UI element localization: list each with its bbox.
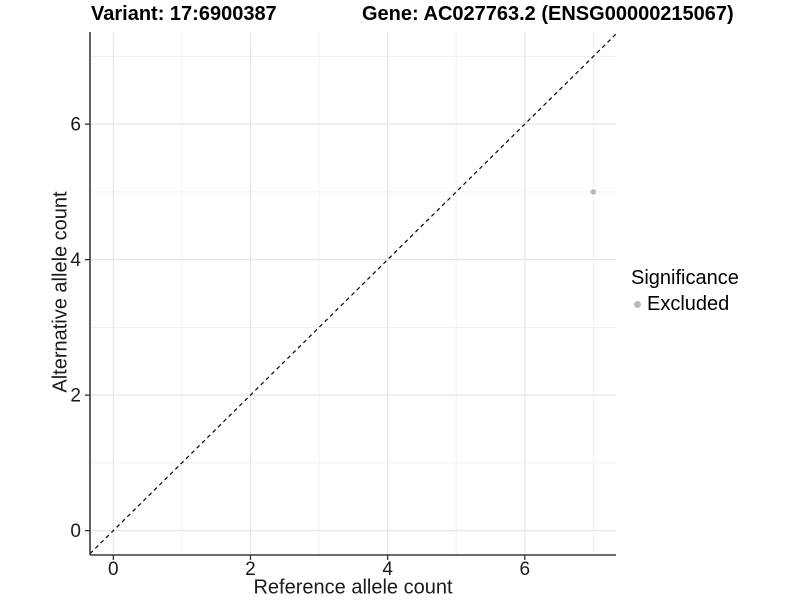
x-tick-label: 2 bbox=[245, 559, 256, 580]
identity-dashed-line bbox=[89, 33, 617, 555]
y-tick-label: 4 bbox=[70, 250, 81, 271]
legend: Significance Excluded bbox=[631, 266, 739, 316]
plot-title-gene: Gene: AC027763.2 (ENSG00000215067) bbox=[362, 3, 734, 25]
legend-circle-marker-icon bbox=[634, 300, 641, 308]
y-tick-label: 0 bbox=[70, 521, 81, 542]
y-tick-label: 6 bbox=[70, 115, 81, 136]
legend-items: Excluded bbox=[631, 292, 739, 316]
legend-item-label: Excluded bbox=[647, 293, 730, 315]
y-tick-label: 2 bbox=[70, 386, 81, 407]
legend-title: Significance bbox=[631, 267, 739, 289]
plot-title-variant: Variant: 17:6900387 bbox=[91, 3, 277, 25]
x-tick-label: 4 bbox=[382, 559, 393, 580]
legend-item: Excluded bbox=[631, 292, 739, 316]
x-tick-label: 0 bbox=[108, 559, 119, 580]
data-point bbox=[590, 189, 597, 195]
x-axis-title: Reference allele count bbox=[253, 576, 453, 599]
x-tick-label: 6 bbox=[520, 559, 531, 580]
y-axis-title: Alternative allele count bbox=[49, 191, 72, 393]
